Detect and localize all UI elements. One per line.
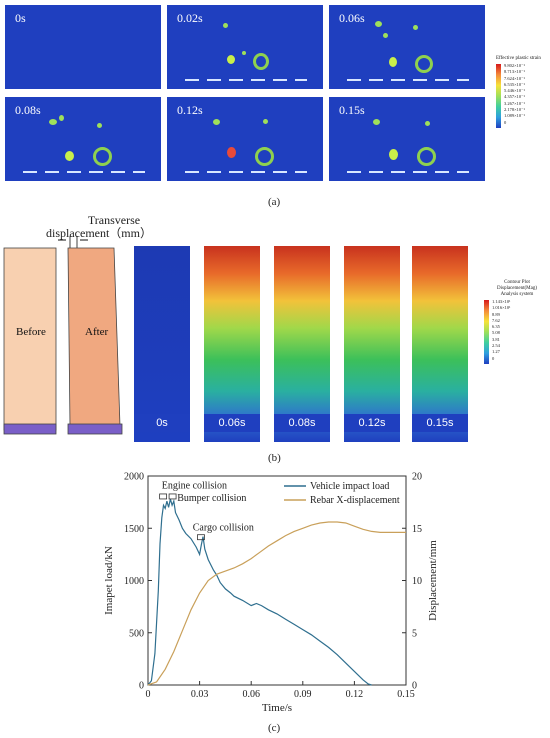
- legend-value: 2.178×10⁻¹: [504, 107, 525, 113]
- y-right-tick-label: 10: [412, 576, 422, 587]
- time-label: 0.15s: [412, 414, 468, 432]
- before-label: Before: [16, 326, 46, 338]
- displacement-legend: Contour Plot Displacement(Mag) Analysis …: [484, 280, 550, 364]
- caption-b: (b): [268, 452, 281, 464]
- transverse-label: Transverse: [87, 213, 141, 227]
- legend-value: 8.89: [492, 311, 500, 317]
- y-right-axis-label: Displacement/mm: [427, 540, 439, 621]
- legend-value: 3.267×10⁻¹: [504, 100, 525, 106]
- legend-entry: Vehicle impact load: [310, 481, 389, 492]
- transverse-label-unit: displacement（mm）: [46, 226, 152, 240]
- caption-c: (c): [268, 722, 281, 734]
- wall-frame: 0.15s: [412, 246, 468, 442]
- x-tick-label: 0.03: [191, 689, 209, 700]
- wall-frame: 0.08s: [274, 246, 330, 442]
- after-label: After: [85, 326, 109, 338]
- x-tick-label: 0.09: [294, 689, 312, 700]
- strain-frame: 0s: [5, 5, 161, 89]
- strain-frame: 0.08s: [5, 97, 161, 181]
- legend-value: 0: [504, 119, 507, 125]
- legend-value: 6.535×10⁻¹: [504, 81, 525, 87]
- y-tick-label: 0: [139, 681, 144, 692]
- time-label: 0.08s: [274, 414, 330, 432]
- x-tick-label: 0: [146, 689, 151, 700]
- before-after-diagram: [3, 236, 123, 435]
- x-tick-label: 0.15: [397, 689, 415, 700]
- time-label: 0s: [15, 11, 26, 25]
- legend-value: 9.802×10⁻¹: [504, 63, 525, 68]
- legend-value: 5.446×10⁻¹: [504, 88, 525, 94]
- legend-value: 0: [492, 355, 495, 361]
- y-axis-label: Imapet load/kN: [103, 546, 115, 615]
- annotation-marker: [159, 493, 168, 500]
- annotation-marker: [197, 534, 205, 541]
- legend-value: 1.27: [492, 349, 500, 355]
- time-label: 0.15s: [339, 103, 365, 117]
- legend-value: 3.81: [492, 336, 500, 342]
- strain-frame: 0.15s: [329, 97, 485, 181]
- legend-value: 7.62: [492, 317, 500, 323]
- y-right-tick-label: 5: [412, 628, 417, 639]
- y-right-tick-label: 20: [412, 472, 422, 483]
- legend-value: 5.08: [492, 330, 500, 336]
- series-line: [147, 498, 372, 686]
- displacement-colorbar: [484, 300, 489, 364]
- legend-value: 4.357×10⁻¹: [504, 94, 525, 100]
- legend-entry: Rebar X-displacement: [310, 495, 400, 506]
- annotation-label: Bumper collision: [177, 493, 246, 504]
- strain-frame: 0.12s: [167, 97, 323, 181]
- y-right-tick-label: 0: [412, 681, 417, 692]
- annotation-marker: [168, 493, 177, 500]
- time-label: 0.08s: [15, 103, 41, 117]
- annotation-label: Engine collision: [162, 481, 227, 492]
- legend-title: Contour Plot: [504, 280, 530, 285]
- caption-a: (a): [268, 196, 281, 208]
- x-tick-label: 0.06: [242, 689, 260, 700]
- legend-value: 2.54: [492, 343, 500, 349]
- y-tick-label: 2000: [124, 472, 144, 483]
- x-axis-label: Time/s: [262, 702, 292, 714]
- time-label: 0.12s: [344, 414, 400, 432]
- time-label: 0.02s: [177, 11, 203, 25]
- strain-colorbar: [496, 64, 501, 128]
- strain-frame: 0.02s: [167, 5, 323, 89]
- plot-frame: [147, 475, 407, 686]
- legend-value: 1.016×10¹: [492, 305, 511, 311]
- legend-title: Displacement(Mag): [497, 286, 537, 291]
- annotation-label: Cargo collision: [193, 522, 254, 533]
- legend-title: Analysis system: [500, 292, 534, 297]
- strain-legend: Effective plastic strain 9.802×10⁻¹ 8.71…: [496, 56, 550, 128]
- time-label: 0.06s: [339, 11, 365, 25]
- legend-value: 1.143×10¹: [492, 299, 511, 304]
- time-label: 0.12s: [177, 103, 203, 117]
- time-label: 0.06s: [204, 414, 260, 432]
- legend-value: 6.35: [492, 324, 500, 330]
- time-label: 0s: [134, 414, 190, 432]
- wall-frame: 0.12s: [344, 246, 400, 442]
- strain-frame: 0.06s: [329, 5, 485, 89]
- legend-value: 1.089×10⁻¹: [504, 113, 525, 119]
- wall-frame: 0s: [134, 246, 190, 442]
- legend-title: Effective plastic strain: [496, 56, 541, 61]
- legend-value: 7.624×10⁻¹: [504, 75, 525, 81]
- x-tick-label: 0.12: [346, 689, 364, 700]
- y-tick-label: 500: [129, 628, 144, 639]
- wall-frame: 0.06s: [204, 246, 260, 442]
- y-tick-label: 1000: [124, 576, 144, 587]
- legend-value: 8.713×10⁻¹: [504, 69, 525, 75]
- series-line: [147, 521, 406, 686]
- y-right-tick-label: 15: [412, 524, 422, 535]
- y-tick-label: 1500: [124, 524, 144, 535]
